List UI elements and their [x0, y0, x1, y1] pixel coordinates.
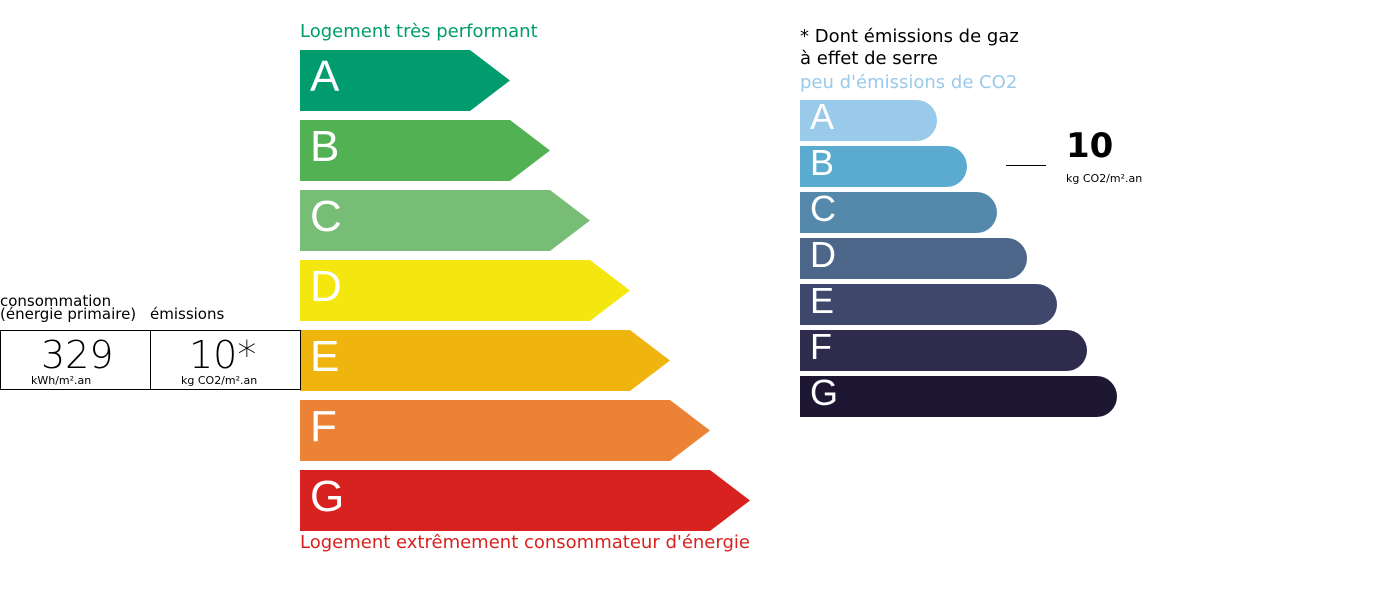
energy-class-g: G: [300, 470, 750, 531]
ges-class-letter: F: [810, 326, 832, 367]
energy-class-letter: A: [310, 52, 340, 101]
energy-top-label: Logement très performant: [300, 21, 538, 42]
ges-unit: kg CO2/m².an: [1066, 172, 1143, 185]
energy-class-a: A: [300, 50, 510, 111]
ges-value: 10: [1066, 126, 1114, 166]
ges-note-line2: à effet de serre: [800, 48, 938, 69]
energy-class-letter: E: [310, 332, 340, 381]
ges-class-letter: D: [810, 234, 836, 275]
emissions-value: 10*: [189, 333, 257, 377]
energy-class-letter: G: [310, 472, 345, 521]
ges-class-g: G: [800, 372, 1117, 417]
ges-class-letter: B: [810, 142, 835, 183]
consumption-label-line1: consommation: [0, 292, 112, 310]
consumption-box: 329 kWh/m².an: [0, 330, 151, 390]
consumption-unit: kWh/m².an: [31, 374, 92, 387]
emissions-unit: kg CO2/m².an: [181, 374, 258, 387]
ges-class-letter: C: [810, 188, 836, 229]
ges-class-c: C: [800, 188, 997, 233]
ges-class-letter: A: [810, 96, 835, 137]
energy-class-letter: B: [310, 122, 340, 171]
consumption-label-line2: (énergie primaire): [0, 305, 137, 323]
energy-class-letter: C: [310, 192, 342, 241]
emissions-label: émissions: [150, 305, 225, 323]
energy-class-f: F: [300, 400, 710, 461]
consumption-label: consommation (énergie primaire): [0, 292, 137, 323]
energy-class-letter: F: [310, 402, 337, 451]
energy-class-c: C: [300, 190, 590, 251]
energy-class-d: D: [300, 260, 630, 321]
energy-class-b: B: [300, 120, 550, 181]
ges-note: * Dont émissions de gaz à effet de serre: [800, 26, 1019, 70]
ges-class-d: D: [800, 234, 1027, 279]
ges-pointer-line: [1006, 165, 1046, 166]
emissions-box: 10* kg CO2/m².an: [150, 330, 301, 390]
ges-class-letter: G: [810, 372, 839, 413]
ges-class-letter: E: [810, 280, 835, 321]
ges-class-f: F: [800, 326, 1087, 371]
energy-class-letter: D: [310, 262, 342, 311]
ges-note-line1: * Dont émissions de gaz: [800, 26, 1019, 47]
energy-class-e: E: [300, 330, 670, 391]
ges-class-a: A: [800, 96, 937, 141]
ges-top-label: peu d'émissions de CO2: [800, 72, 1018, 93]
ges-class-e: E: [800, 280, 1057, 325]
ges-class-b: B: [800, 142, 967, 187]
consumption-value: 329: [41, 333, 114, 377]
energy-bottom-label: Logement extrêmement consommateur d'éner…: [300, 532, 750, 553]
